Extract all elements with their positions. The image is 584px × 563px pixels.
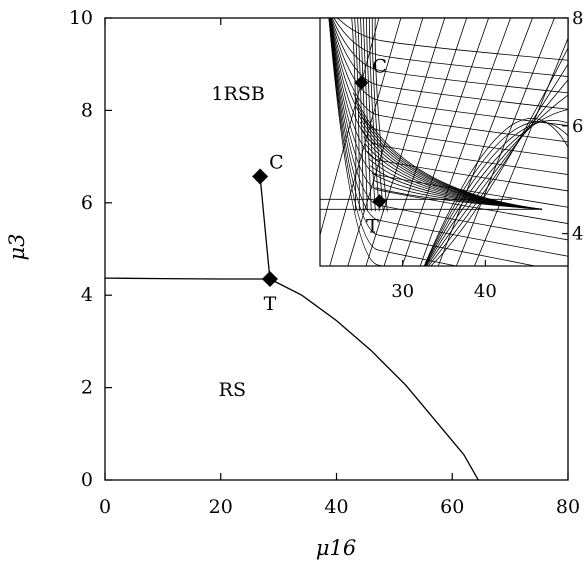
inset-mesh-curve bbox=[329, 18, 568, 143]
inset-point-t-marker bbox=[372, 194, 387, 209]
x-tick-label: 60 bbox=[440, 496, 464, 518]
inset-strand bbox=[368, 18, 380, 212]
inset-mesh-curve bbox=[330, 18, 568, 126]
inset-mesh-curve bbox=[328, 18, 537, 266]
inset-mesh-line bbox=[419, 18, 511, 266]
inset-mesh bbox=[320, 18, 568, 266]
y-tick-label: 10 bbox=[69, 7, 93, 29]
point-t-marker bbox=[261, 271, 278, 288]
inset-markers-group bbox=[354, 75, 387, 209]
y-axis-label: μ3 bbox=[5, 233, 29, 260]
x-axis-ticks: 0 20 40 60 80 bbox=[99, 18, 580, 518]
inset-mesh-line bbox=[320, 18, 380, 237]
inset-strand bbox=[357, 18, 364, 212]
inset-mesh-curve bbox=[329, 18, 568, 208]
y-tick-label: 8 bbox=[81, 99, 93, 121]
y-tick-label: 6 bbox=[81, 192, 93, 214]
y-axis-ticks: 0 2 4 6 8 10 bbox=[69, 7, 112, 491]
point-c-marker bbox=[252, 168, 269, 185]
inset-cusp-curve bbox=[375, 187, 543, 210]
inset-strand bbox=[363, 18, 372, 212]
inset-ticks: 30 40 4 6 8 bbox=[391, 8, 583, 302]
inset-mesh-curve bbox=[328, 18, 568, 257]
phase-boundary-line bbox=[269, 278, 479, 480]
inset-strand bbox=[360, 18, 368, 212]
inset-mesh-line bbox=[474, 37, 568, 266]
inset-mesh-curve bbox=[336, 18, 568, 61]
inset-x-tick-label: 40 bbox=[474, 281, 497, 302]
x-tick-label: 80 bbox=[556, 496, 580, 518]
inset-mesh-arc bbox=[423, 118, 568, 266]
x-tick-label: 20 bbox=[209, 496, 233, 518]
inset-y-tick-label: 4 bbox=[572, 224, 583, 245]
y-tick-label: 0 bbox=[81, 469, 93, 491]
inset-point-label-c: C bbox=[372, 56, 387, 78]
inset-mesh-arc bbox=[424, 120, 568, 266]
inset-mesh-curve bbox=[328, 18, 385, 266]
main-series-group bbox=[105, 176, 479, 480]
inset-mesh-arc bbox=[427, 63, 568, 266]
inset-strand bbox=[374, 18, 388, 212]
inset-mesh-arc bbox=[424, 109, 568, 266]
inset-mesh-arc bbox=[430, 47, 568, 266]
inset-mesh-arc bbox=[425, 94, 568, 266]
inset-mesh-curve bbox=[330, 18, 568, 110]
y-tick-label: 2 bbox=[81, 377, 93, 399]
inset-y-tick-label: 8 bbox=[572, 8, 583, 29]
inset-y-tick-label: 6 bbox=[572, 116, 583, 137]
inset-mesh-line bbox=[383, 18, 468, 266]
inset-x-tick-label: 30 bbox=[391, 281, 414, 302]
inset-point-c-marker bbox=[354, 75, 369, 90]
inset-point-label-t: T bbox=[366, 215, 379, 237]
inset-mesh-curve bbox=[329, 18, 568, 159]
inset-mesh-curve bbox=[333, 18, 568, 77]
inset-mesh-line bbox=[401, 18, 490, 266]
inset-mesh-line bbox=[347, 18, 424, 266]
point-label-t: T bbox=[264, 293, 277, 315]
x-tick-label: 0 bbox=[99, 496, 111, 518]
region-label-1rsb: 1RSB bbox=[211, 83, 264, 105]
point-label-c: C bbox=[269, 151, 284, 173]
main-markers-group bbox=[252, 168, 278, 288]
y-tick-label: 4 bbox=[81, 284, 93, 306]
phase-boundary-line bbox=[259, 176, 271, 280]
inset-mesh-line bbox=[365, 18, 446, 266]
inset-strand bbox=[366, 18, 376, 212]
inset-strand bbox=[351, 18, 357, 212]
phase-boundary-line bbox=[105, 277, 270, 280]
inset-mesh-arc bbox=[426, 79, 568, 266]
inset-strand bbox=[371, 18, 384, 212]
inset-plot: 30 40 4 6 8 C T bbox=[319, 8, 583, 302]
inset-frame bbox=[319, 17, 569, 267]
inset-strand bbox=[354, 18, 360, 212]
x-tick-label: 40 bbox=[324, 496, 348, 518]
inset-mesh-curve bbox=[328, 18, 458, 266]
x-axis-label: μ16 bbox=[316, 536, 356, 560]
region-label-rs: RS bbox=[219, 379, 246, 401]
inset-mesh-arc bbox=[424, 121, 568, 266]
